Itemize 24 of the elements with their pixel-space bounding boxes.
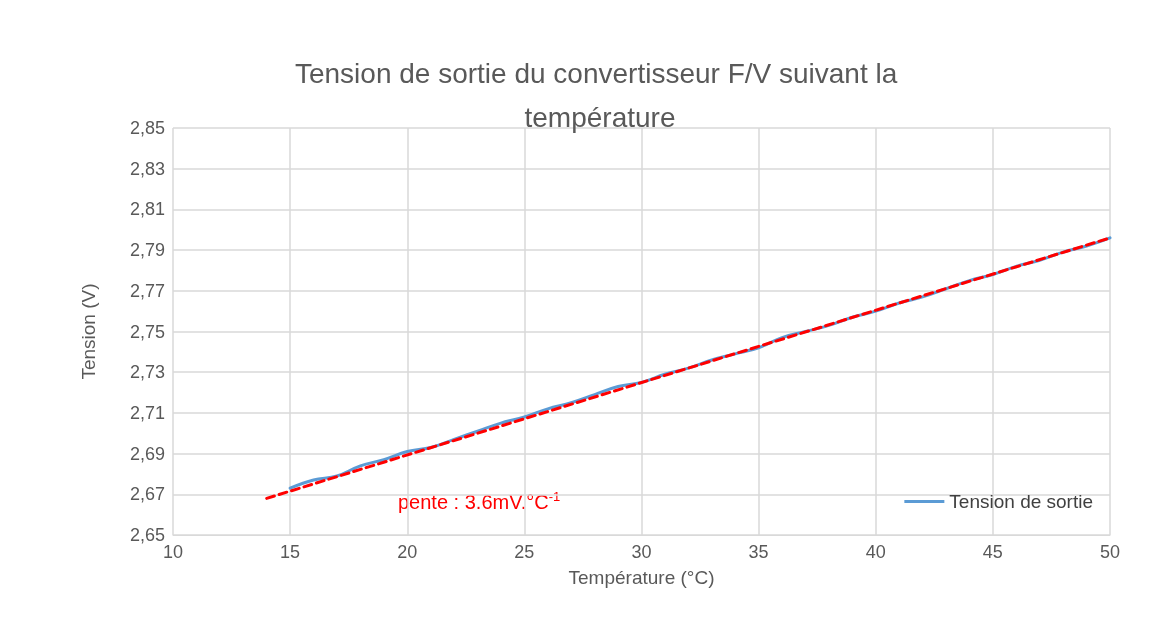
y-tick-label: 2,75 <box>129 321 165 342</box>
x-tick-label: 30 <box>631 542 652 562</box>
legend-label: Tension de sortie <box>949 491 1094 512</box>
y-axis-title: Tension (V) <box>78 283 99 380</box>
x-tick-label: 40 <box>865 542 886 562</box>
y-tick-label: 2,73 <box>129 362 165 383</box>
y-tick-label: 2,71 <box>129 402 165 423</box>
x-tick-label: 45 <box>982 542 1003 562</box>
chart-title: Tension de sortie du convertisseur F/V suivant la température <box>294 57 906 133</box>
x-axis-title: Température (°C) <box>568 567 715 588</box>
x-tick-label: 20 <box>397 542 418 562</box>
y-tick-label: 2,77 <box>129 280 165 301</box>
y-tick-label: 2,67 <box>129 484 165 505</box>
y-tick-label: 2,69 <box>129 443 165 464</box>
y-tick-label: 2,81 <box>129 199 165 220</box>
y-tick-label: 2,83 <box>129 158 165 179</box>
x-tick-label: 25 <box>514 542 535 562</box>
x-tick-label: 15 <box>280 542 301 562</box>
y-tick-label: 2,85 <box>129 118 165 138</box>
x-tick-label: 35 <box>748 542 769 562</box>
x-tick-label: 10 <box>162 542 184 562</box>
y-tick-label: 2,65 <box>129 525 165 545</box>
y-tick-label: 2,79 <box>129 240 165 261</box>
x-tick-label: 50 <box>1099 542 1121 562</box>
